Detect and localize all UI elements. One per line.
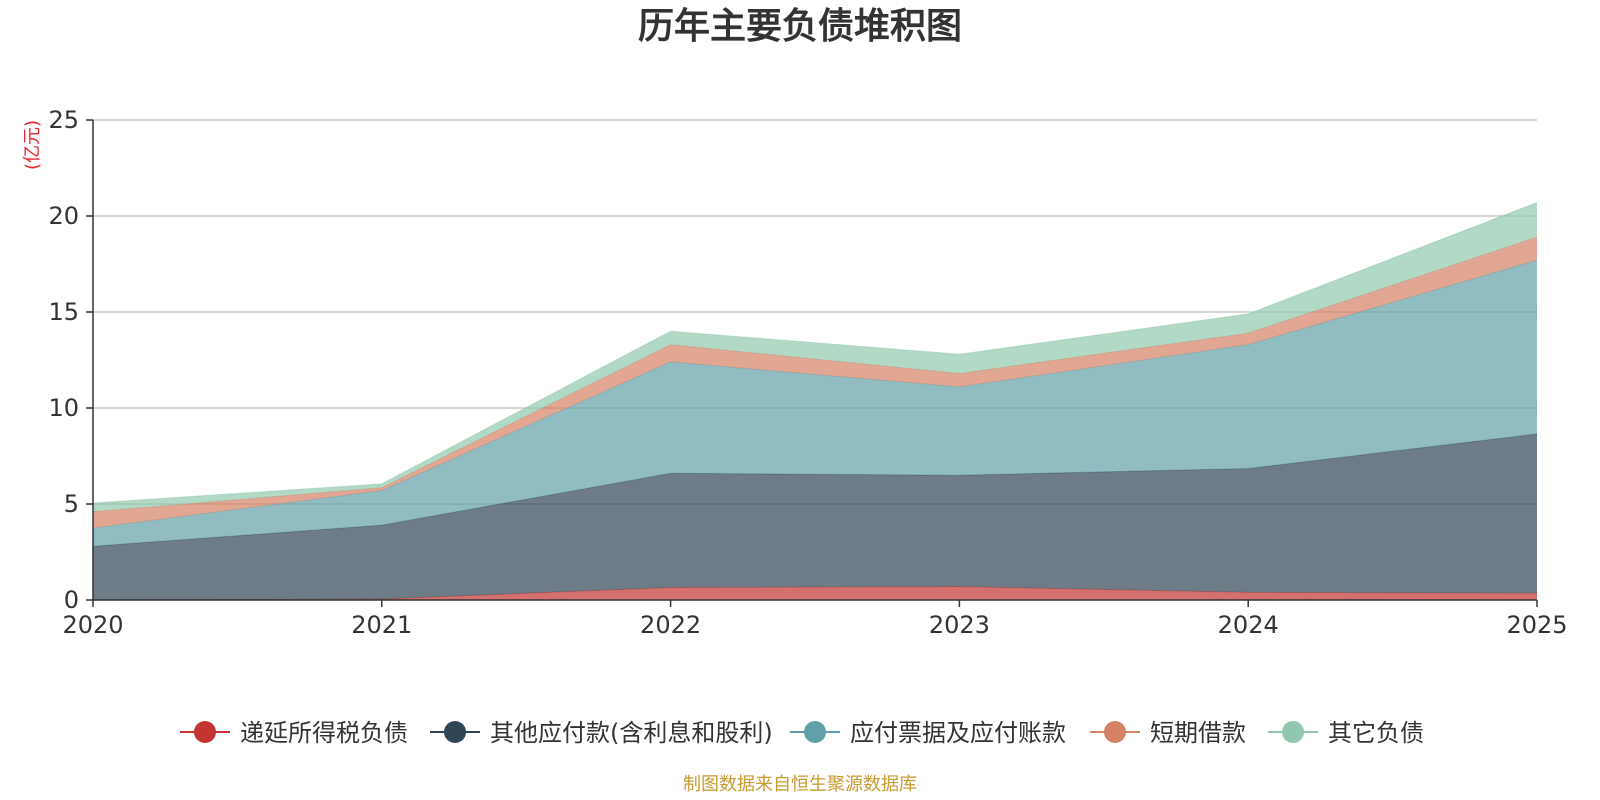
legend-marker <box>804 721 826 743</box>
chart-title: 历年主要负债堆积图 <box>638 6 962 47</box>
legend-marker <box>1104 721 1126 743</box>
y-axis-unit: (亿元) <box>22 120 43 170</box>
x-tick-label: 2024 <box>1218 611 1279 639</box>
legend-item-4[interactable]: 其它负债 <box>1268 719 1424 747</box>
data-source-note: 制图数据来自恒生聚源数据库 <box>683 774 917 795</box>
series-area-2 <box>93 260 1537 547</box>
y-axis-ticks: 0 5 10 15 20 25 <box>48 106 93 614</box>
series-area-3 <box>93 237 1537 528</box>
legend-label: 递延所得税负债 <box>240 719 408 747</box>
y-tick-label: 0 <box>64 586 79 614</box>
x-tick-label: 2021 <box>351 611 412 639</box>
legend-item-3[interactable]: 短期借款 <box>1090 719 1246 747</box>
x-tick-label: 2022 <box>640 611 701 639</box>
legend-label: 短期借款 <box>1150 719 1246 747</box>
legend-marker <box>194 721 216 743</box>
y-tick-label: 15 <box>48 298 79 326</box>
series-area-1 <box>93 433 1537 600</box>
series-area-4 <box>93 202 1537 512</box>
x-tick-label: 2020 <box>62 611 123 639</box>
x-tick-label: 2025 <box>1506 611 1567 639</box>
legend-label: 其它负债 <box>1328 719 1424 747</box>
x-tick-label: 2023 <box>929 611 990 639</box>
legend-label: 其他应付款(含利息和股利) <box>490 719 773 747</box>
legend-item-1[interactable]: 其他应付款(含利息和股利) <box>430 719 773 747</box>
legend-item-0[interactable]: 递延所得税负债 <box>180 719 408 747</box>
y-tick-label: 10 <box>48 394 79 422</box>
legend-marker <box>444 721 466 743</box>
y-tick-label: 5 <box>64 490 79 518</box>
legend-marker <box>1282 721 1304 743</box>
y-tick-label: 20 <box>48 202 79 230</box>
x-axis-ticks: 2020 2021 2022 2023 2024 2025 <box>62 600 1568 639</box>
axes <box>92 120 1537 601</box>
series-areas <box>92 202 1538 601</box>
legend-item-2[interactable]: 应付票据及应付账款 <box>790 719 1066 747</box>
legend[interactable]: 递延所得税负债 其他应付款(含利息和股利) 应付票据及应付账款 短期借款 其它负债 <box>180 719 1424 747</box>
series-line-4 <box>92 202 1538 504</box>
y-tick-label: 25 <box>48 106 79 134</box>
legend-label: 应付票据及应付账款 <box>850 719 1066 747</box>
